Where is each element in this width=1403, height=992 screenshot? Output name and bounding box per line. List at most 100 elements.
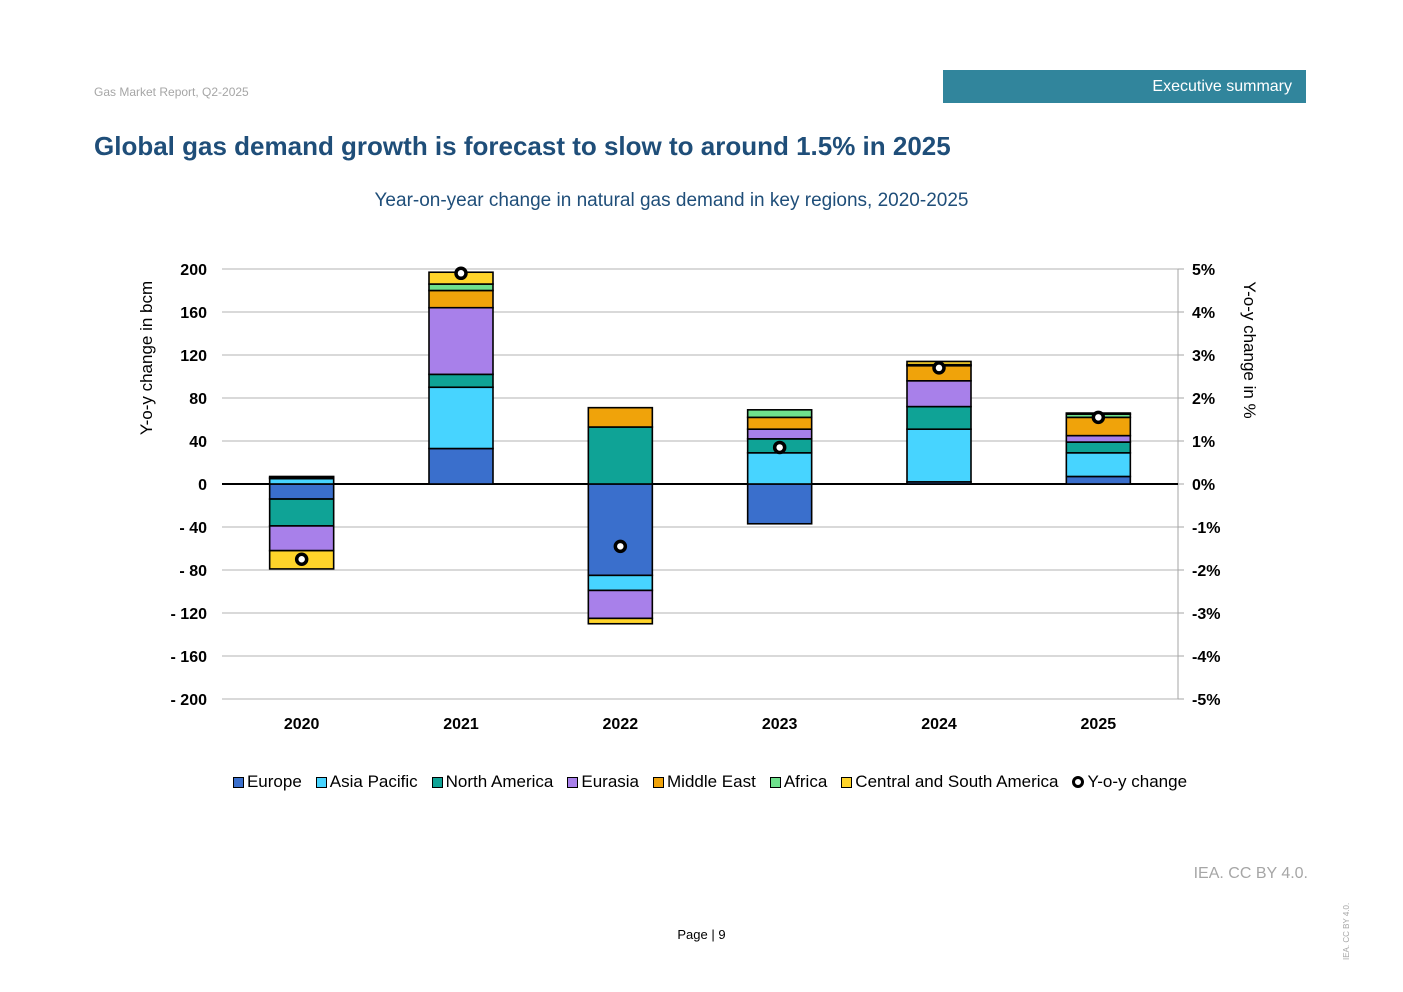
legend-item: North America: [431, 772, 554, 792]
chart-title: Year-on-year change in natural gas deman…: [374, 190, 969, 211]
y2-tick-label: -3%: [1192, 606, 1220, 623]
y-tick-label: 0: [198, 477, 207, 494]
y2-axis-title: Y-o-y change in %: [1240, 281, 1259, 418]
axes: 200 160 120 80 40 0 - 40 - 80 - 120 - 160 - 200 5% 4…: [171, 262, 1221, 733]
page-number: Page | 9: [677, 927, 726, 942]
bar-segment: [906, 405, 972, 430]
bar-segment: [428, 289, 494, 309]
bar-segment: [1065, 452, 1132, 478]
legend-label: Middle East: [667, 772, 756, 791]
legend-item: Africa: [769, 772, 828, 792]
y-tick-label: - 40: [179, 520, 207, 537]
bar-segment: [587, 617, 654, 625]
y-tick-label: 80: [189, 391, 207, 408]
legend-label: Europe: [246, 772, 302, 791]
bar-segment: [268, 475, 335, 479]
bar-segment: [268, 525, 335, 552]
y-tick-label: 160: [180, 305, 207, 322]
y-tick-label: 200: [180, 262, 207, 279]
section-banner: Executive summary: [943, 70, 1306, 103]
bar-segment: [428, 283, 494, 292]
legend-item: Eurasia: [567, 772, 639, 792]
bar-segment: [587, 406, 654, 428]
x-tick-label: 2020: [284, 716, 320, 733]
y-tick-label: - 120: [171, 606, 208, 623]
yoy-marker: [454, 266, 468, 281]
y-tick-label: 120: [180, 348, 207, 365]
yoy-marker: [772, 440, 787, 455]
y-tick-label: - 80: [179, 563, 207, 580]
legend-marker: [1072, 776, 1085, 788]
bar-segment: [587, 589, 654, 620]
x-tick-label: 2021: [443, 716, 479, 733]
legend-swatch: [431, 776, 443, 788]
legend-item: Middle East: [653, 772, 756, 792]
bar-segment: [587, 574, 654, 592]
y2-tick-label: 5%: [1192, 262, 1215, 279]
yoy-marker: [932, 361, 946, 375]
legend-swatch: [841, 776, 853, 788]
bar-segment: [428, 386, 494, 450]
y-tick-label: - 160: [171, 649, 208, 666]
yoy-marker: [294, 552, 309, 566]
yoy-marker: [1091, 410, 1106, 425]
y2-tick-label: -4%: [1192, 649, 1220, 666]
legend-item: Y-o-y change: [1072, 772, 1187, 792]
legend-label: Eurasia: [581, 772, 639, 791]
bar-segment: [746, 416, 813, 430]
x-tick-label: 2025: [1081, 716, 1117, 733]
bar-segment: [1065, 434, 1132, 443]
y-tick-label: 40: [189, 434, 207, 451]
bar-segment: [428, 373, 494, 389]
bar-segment: [906, 379, 972, 408]
side-credit: IEA. CC BY 4.0.: [1342, 902, 1351, 960]
legend-item: Central and South America: [841, 772, 1058, 792]
y-axis-title: Y-o-y change in bcm: [137, 281, 156, 435]
legend-label: Y-o-y change: [1087, 772, 1188, 791]
bar-segment: [268, 477, 335, 485]
bar-segment: [906, 428, 972, 483]
legend-swatch: [567, 776, 579, 788]
bar-segment: [268, 483, 335, 500]
bar-segment: [587, 483, 654, 577]
bar-segment: [428, 306, 494, 376]
y2-tick-label: -1%: [1192, 520, 1220, 537]
legend-label: North America: [445, 772, 554, 791]
section-label: Executive summary: [1152, 77, 1292, 95]
legend-label: Asia Pacific: [329, 772, 418, 791]
bar-segment: [746, 483, 813, 525]
legend-item: Europe: [232, 772, 302, 792]
bars: [268, 271, 1132, 625]
source-credit: IEA. CC BY 4.0.: [1193, 865, 1308, 882]
y2-tick-label: 3%: [1192, 348, 1215, 365]
gridlines: [222, 268, 1178, 700]
y2-tick-label: 1%: [1192, 434, 1215, 451]
chart-legend: Europe Asia Pacific North America Eurasia Mi…: [0, 772, 1403, 792]
yoy-markers: [294, 266, 1106, 566]
report-label: Gas Market Report, Q2-2025: [94, 85, 249, 99]
yoy-marker: [613, 539, 628, 554]
page-title: Global gas demand growth is forecast to …: [94, 131, 951, 161]
bar-segment: [746, 409, 813, 419]
legend-item: Asia Pacific: [315, 772, 418, 792]
y-tick-label: - 200: [171, 692, 208, 709]
bar-segment: [1065, 475, 1132, 485]
y2-tick-label: 4%: [1192, 305, 1215, 322]
y2-tick-label: 0%: [1192, 477, 1215, 494]
bar-segment: [746, 452, 813, 485]
x-tick-label: 2023: [762, 716, 798, 733]
bar-segment: [746, 428, 813, 440]
bar-segment: [1065, 441, 1132, 454]
legend-label: Africa: [783, 772, 828, 791]
x-tick-label: 2022: [603, 716, 639, 733]
legend-swatch: [315, 776, 327, 788]
x-tick-label: 2024: [921, 716, 957, 733]
bar-segment: [268, 498, 335, 527]
legend-swatch: [653, 776, 664, 788]
y2-tick-label: -2%: [1192, 563, 1220, 580]
legend-swatch: [232, 776, 244, 788]
bar-segment: [428, 447, 494, 485]
y2-tick-label: 2%: [1192, 391, 1215, 408]
legend-swatch: [769, 776, 781, 788]
